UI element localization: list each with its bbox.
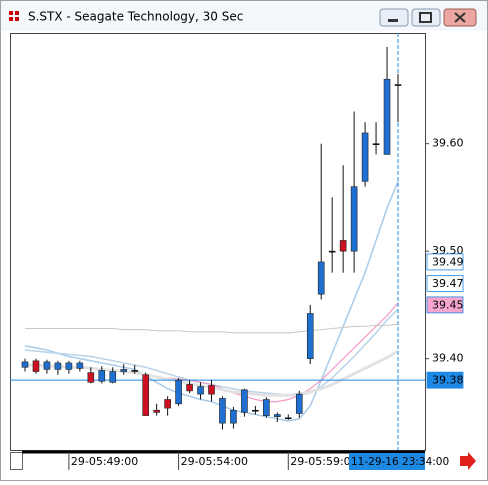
candle-body	[120, 369, 128, 372]
candle-body	[153, 409, 160, 413]
x-tick-label: 29-05:49:00	[71, 455, 138, 468]
indicator-line	[25, 323, 399, 334]
x-tick-label: 29-05:59:00	[290, 455, 357, 468]
price-marker	[426, 296, 464, 314]
app-icon	[15, 11, 19, 15]
candle-body	[142, 374, 149, 416]
minimize-button[interactable]	[379, 8, 409, 27]
candle-body	[54, 362, 62, 370]
x-tick-label: 29-05:54:00	[181, 455, 248, 468]
candle-body	[164, 399, 171, 409]
candle-body	[230, 409, 237, 424]
candle-body	[263, 399, 270, 416]
candle-body	[284, 417, 292, 420]
cursor-time-box	[349, 453, 425, 470]
candle-body	[98, 370, 106, 382]
scroll-right-arrow[interactable]	[460, 452, 476, 470]
candle-body	[252, 409, 259, 412]
app-icon	[9, 11, 13, 15]
candle-body	[197, 386, 204, 395]
window-title: S.STX - Seagate Technology, 30 Sec	[28, 10, 243, 24]
indicator-line	[24, 181, 399, 422]
candle-body	[109, 371, 117, 383]
y-tick-label: 39.60	[432, 137, 464, 150]
price-marker-label: 39.47	[432, 277, 464, 290]
candle-body	[241, 389, 248, 413]
candle-body	[372, 143, 380, 145]
candle-body	[131, 370, 139, 372]
y-tick-label: 39.40	[432, 352, 464, 365]
candle-body	[328, 250, 336, 253]
candle-body	[383, 78, 391, 155]
price-marker	[426, 275, 464, 292]
price-marker	[426, 253, 464, 271]
price-marker-label: 39.45	[432, 298, 464, 311]
price-marker-label: 39.38	[432, 374, 464, 387]
scroll-box[interactable]	[10, 452, 23, 470]
candle-body	[43, 361, 51, 370]
price-marker	[426, 371, 464, 389]
candle-body	[87, 372, 95, 383]
candle-body	[295, 393, 303, 414]
candle-body	[208, 385, 215, 395]
candle-body	[274, 414, 281, 417]
indicator-line	[167, 302, 399, 403]
candle-body	[350, 186, 358, 252]
maximize-button[interactable]	[411, 8, 441, 27]
candle-body	[65, 362, 73, 370]
candle-body	[317, 261, 325, 295]
candle-body	[21, 361, 29, 368]
candle-body	[306, 313, 314, 359]
candle-body	[339, 240, 347, 252]
app-icon	[15, 17, 19, 21]
candle-body	[32, 360, 40, 372]
app-icon	[9, 17, 13, 21]
candle-body	[186, 384, 193, 392]
cursor-time-label: 11-29-16 23:34:00	[351, 456, 449, 468]
close-button[interactable]	[443, 8, 477, 27]
candle-body	[361, 132, 369, 182]
candle-body	[394, 84, 402, 86]
candle-body	[219, 398, 226, 424]
candle-body	[76, 362, 84, 369]
price-marker-label: 39.49	[432, 255, 464, 268]
candle-body	[175, 379, 182, 405]
